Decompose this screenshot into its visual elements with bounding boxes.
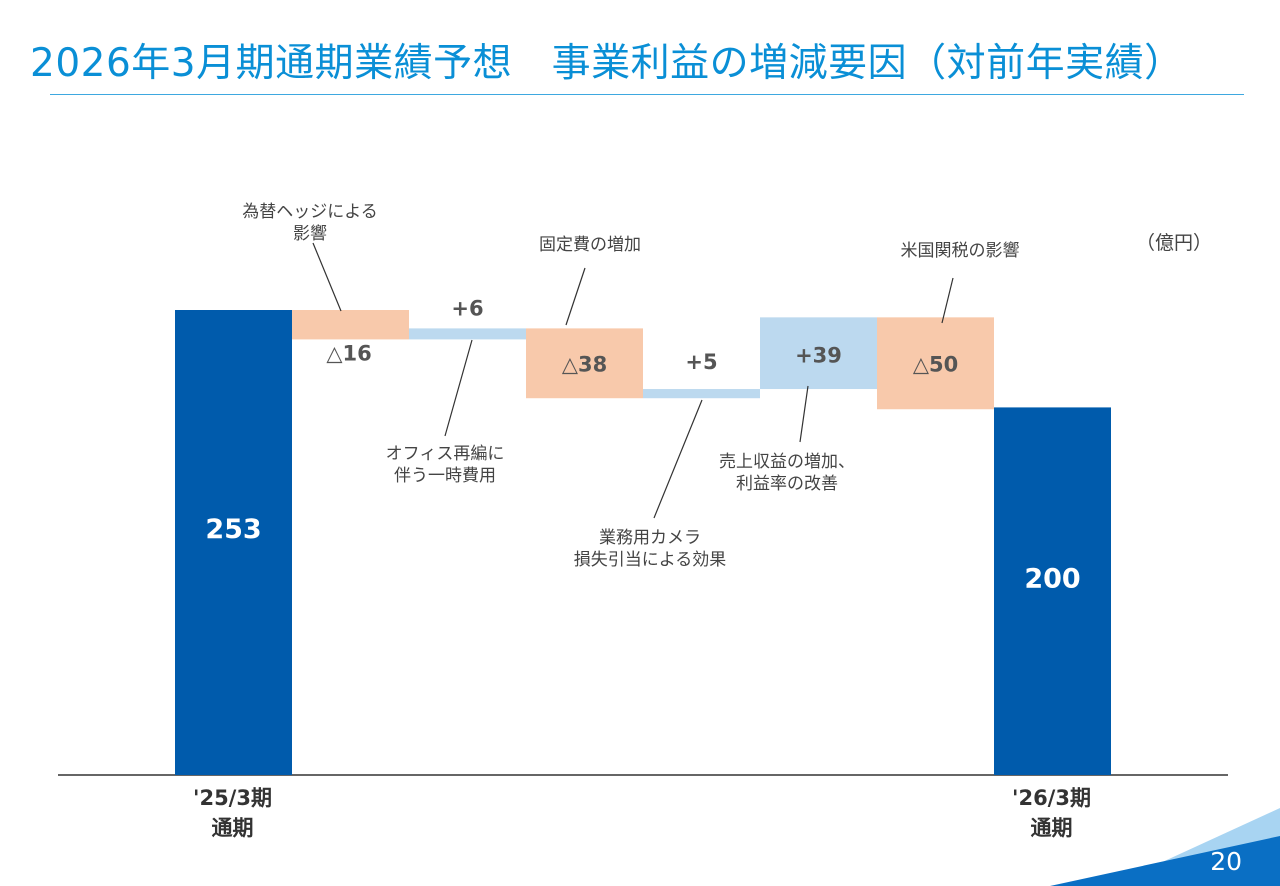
data-label-2: +6: [451, 296, 483, 320]
bar-decrease-1: [292, 310, 409, 340]
bar-total-7: [994, 407, 1111, 775]
page-title: 2026年3月期通期業績予想 事業利益の増減要因（対前年実績）: [30, 41, 1184, 86]
leader-line-2: [444, 339, 473, 437]
data-label-0: 253: [205, 514, 261, 545]
data-label-7: 200: [1024, 564, 1080, 595]
category-label-7: '26/3期通期: [1012, 786, 1091, 840]
unit-label: （億円）: [1136, 232, 1213, 254]
bar-increase-5: [760, 317, 877, 390]
data-label-3: △38: [562, 352, 607, 376]
annotation-label-3: 固定費の増加: [539, 235, 641, 255]
leader-line-5: [799, 385, 809, 443]
title-divider: [50, 94, 1244, 95]
annotation-label-4: 業務用カメラ損失引当による効果: [574, 528, 727, 570]
annotation-label-1: 為替ヘッジによる影響: [242, 202, 378, 244]
data-label-4: +5: [685, 350, 717, 374]
annotation-label-5: 売上収益の増加、利益率の改善: [719, 452, 855, 494]
bar-total-0: [175, 310, 292, 775]
category-label-0: '25/3期通期: [193, 786, 272, 840]
bar-increase-4: [643, 389, 760, 399]
corner-decoration: [1050, 808, 1280, 886]
annotation-label-2: オフィス再編に伴う一時費用: [386, 444, 505, 486]
bar-increase-2: [409, 328, 526, 340]
leader-line-6: [941, 277, 954, 324]
leader-line-3: [565, 267, 586, 326]
leader-line-1: [312, 242, 342, 312]
leader-line-4: [653, 399, 703, 519]
bar-decrease-6: [877, 317, 994, 410]
bar-decrease-3: [526, 328, 643, 399]
annotation-label-6: 米国関税の影響: [901, 241, 1020, 261]
data-label-5: +39: [795, 343, 842, 367]
page-number: 20: [1210, 847, 1242, 876]
data-label-1: △16: [326, 341, 371, 365]
data-label-6: △50: [913, 352, 958, 376]
